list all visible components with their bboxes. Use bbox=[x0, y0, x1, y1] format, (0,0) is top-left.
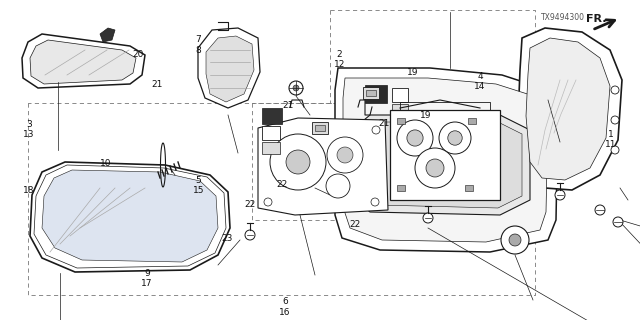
Polygon shape bbox=[360, 122, 522, 208]
Circle shape bbox=[501, 226, 529, 254]
Bar bbox=[262, 108, 282, 124]
Text: 9
17: 9 17 bbox=[141, 269, 153, 288]
Text: 18: 18 bbox=[23, 186, 35, 195]
Bar bbox=[262, 126, 280, 140]
Text: 22: 22 bbox=[244, 200, 255, 209]
Circle shape bbox=[611, 146, 619, 154]
Polygon shape bbox=[343, 78, 548, 242]
Circle shape bbox=[293, 85, 299, 91]
Bar bbox=[363, 87, 379, 99]
Circle shape bbox=[426, 159, 444, 177]
Text: 5
15: 5 15 bbox=[193, 176, 204, 195]
Circle shape bbox=[439, 122, 471, 154]
Text: 22: 22 bbox=[349, 220, 361, 228]
Polygon shape bbox=[198, 28, 260, 108]
Bar bbox=[315, 125, 325, 131]
Bar bbox=[392, 104, 408, 116]
Text: 6
16: 6 16 bbox=[279, 298, 291, 317]
Circle shape bbox=[372, 126, 380, 134]
Polygon shape bbox=[22, 34, 145, 88]
Text: 20: 20 bbox=[132, 50, 143, 59]
Circle shape bbox=[270, 134, 326, 190]
Circle shape bbox=[407, 130, 423, 146]
Bar bbox=[392, 88, 408, 102]
Text: 10: 10 bbox=[100, 159, 111, 168]
Circle shape bbox=[611, 86, 619, 94]
Text: 21: 21 bbox=[151, 80, 163, 89]
Circle shape bbox=[448, 131, 462, 145]
Polygon shape bbox=[258, 118, 388, 215]
Polygon shape bbox=[526, 38, 610, 180]
Text: 2
12: 2 12 bbox=[333, 50, 345, 69]
Polygon shape bbox=[335, 68, 558, 252]
Polygon shape bbox=[34, 165, 226, 268]
Polygon shape bbox=[206, 36, 254, 102]
Text: 23: 23 bbox=[221, 234, 233, 243]
Polygon shape bbox=[352, 115, 530, 215]
Circle shape bbox=[264, 126, 272, 134]
Text: 19: 19 bbox=[407, 68, 419, 76]
Bar bbox=[366, 90, 376, 96]
Text: 4
14: 4 14 bbox=[474, 72, 486, 91]
Circle shape bbox=[245, 230, 255, 240]
Bar bbox=[397, 118, 405, 124]
Circle shape bbox=[286, 150, 310, 174]
Circle shape bbox=[371, 198, 379, 206]
Text: 21: 21 bbox=[378, 119, 390, 128]
Circle shape bbox=[509, 234, 521, 246]
Text: 1
11: 1 11 bbox=[605, 130, 617, 149]
Bar bbox=[468, 118, 476, 124]
Polygon shape bbox=[30, 40, 136, 84]
Text: 7
8: 7 8 bbox=[196, 35, 201, 54]
Circle shape bbox=[555, 190, 565, 200]
Bar bbox=[465, 185, 473, 191]
Text: 19: 19 bbox=[420, 111, 431, 120]
Bar bbox=[312, 122, 328, 134]
Bar bbox=[262, 142, 280, 154]
Circle shape bbox=[611, 116, 619, 124]
Polygon shape bbox=[100, 28, 115, 42]
Circle shape bbox=[423, 213, 433, 223]
Polygon shape bbox=[30, 162, 230, 272]
Circle shape bbox=[326, 174, 350, 198]
Text: FR.: FR. bbox=[586, 14, 607, 24]
Circle shape bbox=[415, 148, 455, 188]
Bar bbox=[365, 85, 387, 103]
Text: 21: 21 bbox=[282, 101, 294, 110]
Circle shape bbox=[397, 120, 433, 156]
Text: TX9494300: TX9494300 bbox=[541, 13, 585, 22]
Circle shape bbox=[595, 205, 605, 215]
Text: 3
13: 3 13 bbox=[23, 120, 35, 139]
Circle shape bbox=[289, 81, 303, 95]
Circle shape bbox=[337, 147, 353, 163]
Text: 22: 22 bbox=[276, 180, 287, 188]
Circle shape bbox=[264, 198, 272, 206]
Polygon shape bbox=[518, 28, 622, 190]
Polygon shape bbox=[42, 170, 218, 262]
Bar bbox=[390, 110, 500, 200]
Bar bbox=[397, 185, 405, 191]
Circle shape bbox=[613, 217, 623, 227]
Circle shape bbox=[327, 137, 363, 173]
